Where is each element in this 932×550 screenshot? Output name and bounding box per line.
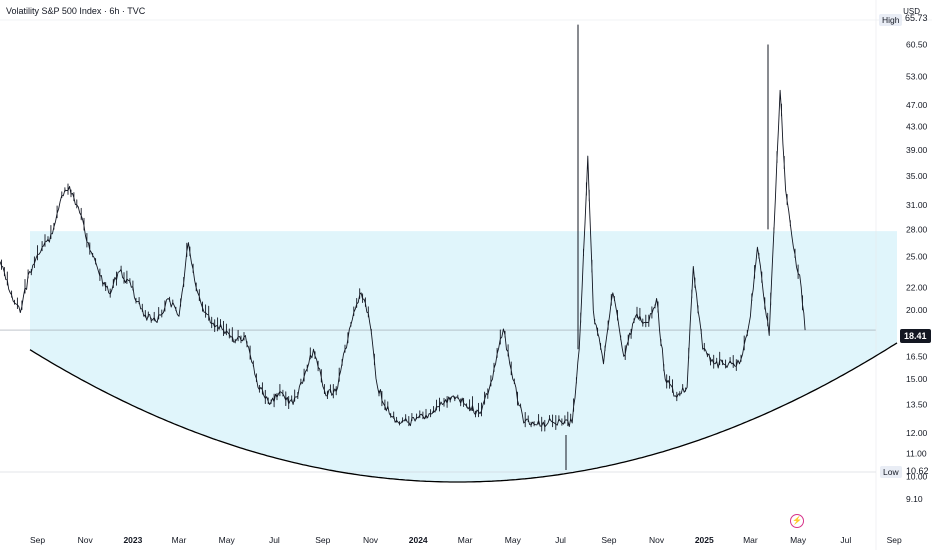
x-tick-label: May bbox=[505, 535, 522, 545]
x-tick-label: Jul bbox=[555, 535, 566, 545]
y-tick-label: 13.50 bbox=[906, 400, 928, 410]
lightning-logo-icon: ⚡ bbox=[790, 514, 804, 528]
x-tick-label: Sep bbox=[601, 535, 616, 545]
high-marker-label: High bbox=[879, 14, 903, 26]
x-tick-label: 2024 bbox=[409, 535, 428, 545]
price-series-line bbox=[0, 89, 806, 432]
x-tick-label: 2025 bbox=[695, 535, 714, 545]
y-tick-label: 28.00 bbox=[906, 224, 928, 234]
y-tick-label: 43.00 bbox=[906, 122, 928, 132]
currency-label: USD bbox=[903, 7, 920, 16]
x-tick-label: 2023 bbox=[123, 535, 142, 545]
x-tick-label: Sep bbox=[887, 535, 902, 545]
x-tick-label: Sep bbox=[315, 535, 330, 545]
cup-zone-fill bbox=[30, 231, 897, 482]
y-tick-label: 15.00 bbox=[906, 374, 928, 384]
y-tick-label: 11.00 bbox=[906, 449, 927, 459]
y-tick-label: 22.00 bbox=[906, 282, 928, 292]
y-tick-label: 60.50 bbox=[906, 40, 928, 50]
y-tick-label: 47.00 bbox=[906, 100, 928, 110]
x-tick-label: Nov bbox=[363, 535, 379, 545]
y-tick-label: 9.10 bbox=[906, 494, 923, 504]
y-tick-label: 53.00 bbox=[906, 71, 928, 81]
y-tick-label: 12.00 bbox=[906, 428, 928, 438]
x-tick-label: Sep bbox=[30, 535, 45, 545]
y-tick-label: 16.50 bbox=[906, 351, 928, 361]
x-tick-label: Mar bbox=[458, 535, 473, 545]
last-price-tag: 18.41 bbox=[900, 329, 931, 343]
x-tick-label: May bbox=[790, 535, 807, 545]
y-tick-label: 31.00 bbox=[906, 200, 928, 210]
x-tick-label: Jul bbox=[269, 535, 280, 545]
low-marker-label: Low bbox=[880, 466, 902, 478]
y-tick-label: 20.00 bbox=[906, 305, 928, 315]
y-tick-label: 10.00 bbox=[906, 472, 928, 482]
y-tick-label: 39.00 bbox=[906, 145, 928, 155]
x-tick-label: Mar bbox=[743, 535, 758, 545]
cup-curve bbox=[29, 342, 898, 483]
y-tick-label: 35.00 bbox=[906, 171, 928, 181]
x-tick-label: Mar bbox=[172, 535, 187, 545]
x-tick-label: Jul bbox=[840, 535, 851, 545]
chart-title: Volatility S&P 500 Index · 6h · TVC bbox=[6, 6, 146, 16]
y-tick-label: 25.00 bbox=[906, 252, 928, 262]
high-marker-value: 65.73 bbox=[905, 13, 928, 23]
low-marker-value: 10.62 bbox=[906, 466, 929, 476]
x-tick-label: May bbox=[219, 535, 236, 545]
x-tick-label: Nov bbox=[78, 535, 94, 545]
x-tick-label: Nov bbox=[649, 535, 665, 545]
